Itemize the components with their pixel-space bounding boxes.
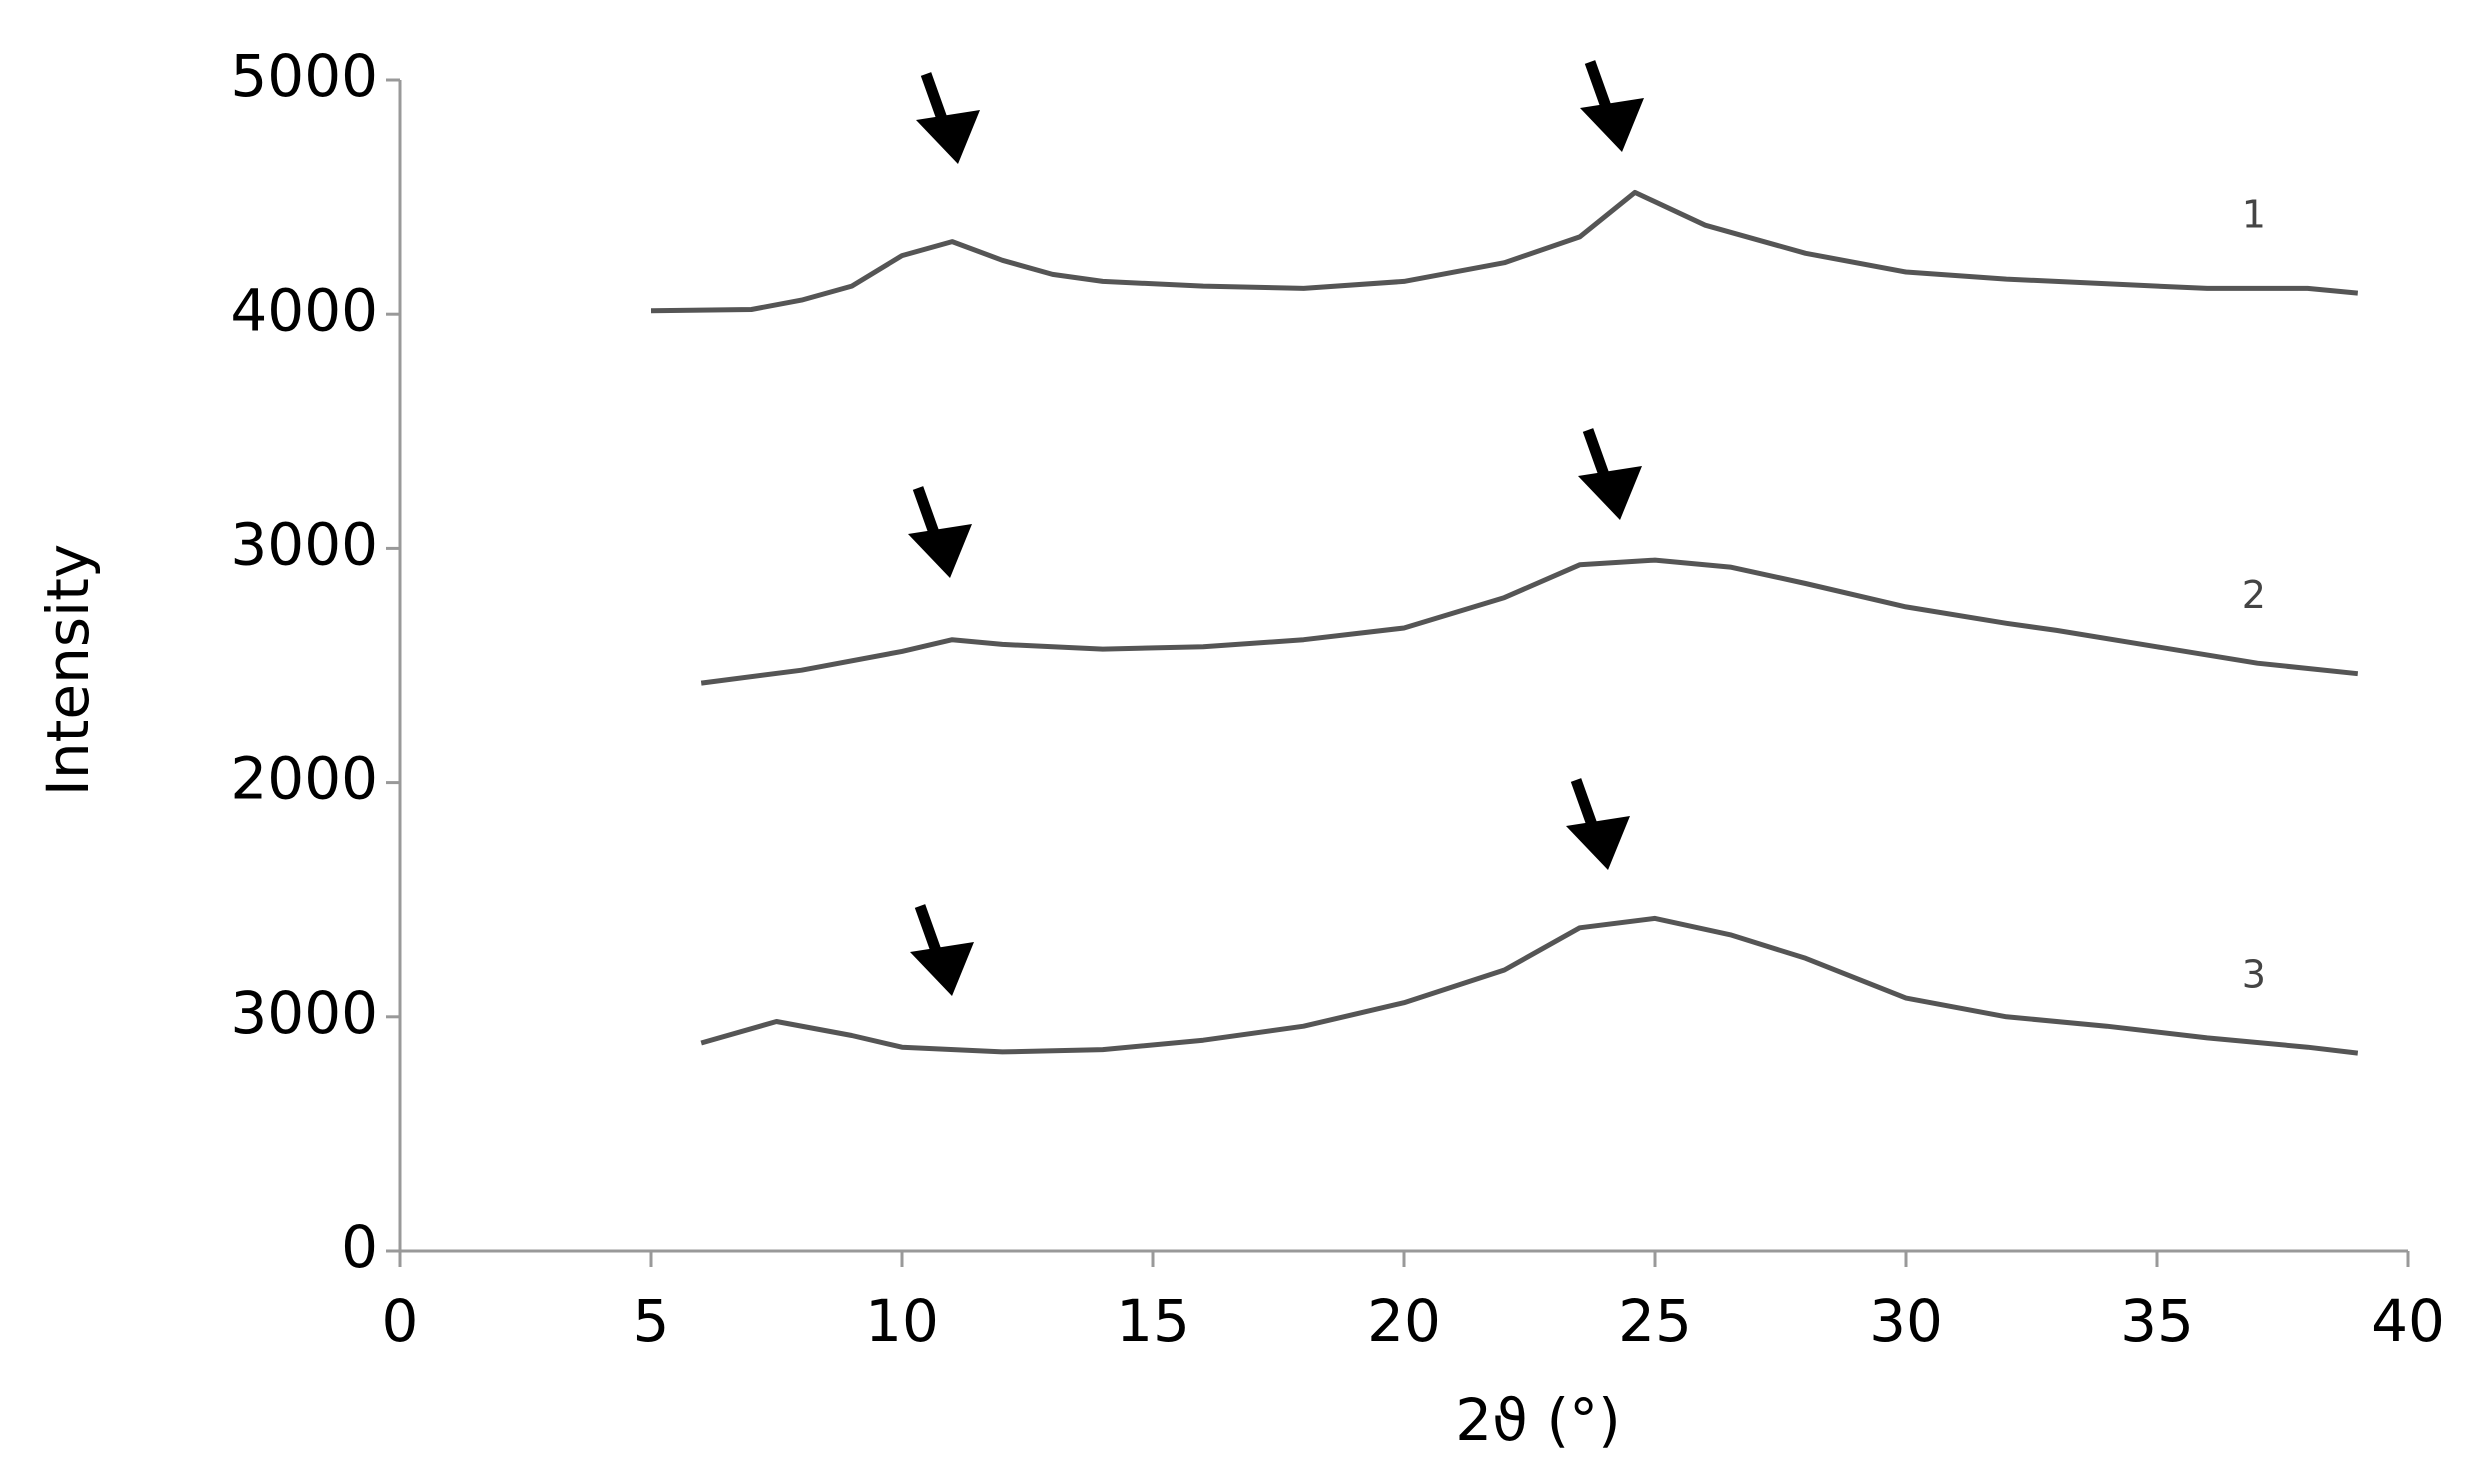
series-label: 3 [2242,953,2266,997]
y-tick-label: 4000 [230,276,378,344]
arrow [916,72,980,164]
arrow [908,486,972,578]
x-tick-label: 30 [1869,1287,1943,1355]
y-tick-label: 5000 [230,42,378,110]
series-line [650,189,2359,314]
series-line [700,915,2359,1056]
arrow [910,904,974,996]
x-axis-label: 2ϑ (°) [1455,1386,1621,1454]
y-axis-label: Intensity [34,544,102,796]
arrow [1580,60,1644,152]
series-label: 2 [2242,573,2266,617]
y-tick-label: 0 [341,1213,378,1281]
arrow [1578,428,1642,520]
x-tick-label: 0 [382,1287,419,1355]
x-tick-label: 15 [1116,1287,1190,1355]
arrows [908,60,1644,996]
x-tick-label: 10 [865,1287,939,1355]
x-tick-label: 40 [2371,1287,2445,1355]
x-tick-label: 25 [1618,1287,1692,1355]
series-line [700,557,2359,686]
series-label: 1 [2242,193,2266,237]
y-tick-label: 3000 [230,979,378,1047]
x-tick-label: 20 [1367,1287,1441,1355]
x-tick-label: 5 [633,1287,670,1355]
arrow [1566,778,1630,870]
x-tick-label: 35 [2120,1287,2194,1355]
y-tick-label: 2000 [230,745,378,813]
y-tick-label: 3000 [230,511,378,579]
